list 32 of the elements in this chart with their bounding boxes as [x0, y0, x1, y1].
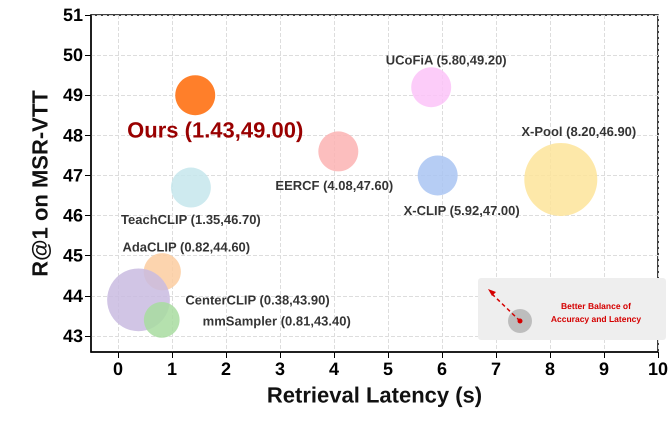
text: AdaCLIP (0.82,44.60)	[122, 239, 250, 254]
text: X-Pool (8.20,46.90)	[521, 124, 636, 139]
text: Ours (1.43,49.00)	[127, 118, 304, 143]
x-tick-label: 4	[328, 359, 340, 379]
x-axis-title: Retrieval Latency (s)	[266, 382, 482, 408]
text: mmSampler (0.81,43.40)	[202, 313, 351, 328]
annotation: Better Balance of Accuracy and Latency	[550, 300, 642, 326]
y-tick-label: 46	[62, 206, 83, 226]
x-tick-label: 10	[648, 359, 668, 379]
text: TeachCLIP (1.35,46.70)	[121, 212, 261, 228]
x-tick-label: 6	[436, 359, 448, 379]
y-tick-label: 48	[62, 125, 83, 146]
x-tick-label: 0	[112, 359, 124, 379]
y-tick-label: 49	[62, 85, 83, 106]
x-tick-label: 1	[166, 359, 178, 379]
x-tick-label: 9	[598, 359, 610, 379]
text: CenterCLIP (0.38,43.90)	[185, 292, 330, 308]
y-tick-label: 50	[62, 45, 83, 66]
x-tick-label: 7	[490, 359, 502, 379]
y-tick-label: 44	[62, 286, 83, 306]
x-tick-label: 2	[220, 359, 232, 379]
x-tick-label: 8	[544, 359, 556, 379]
text: UCoFiA (5.80,49.20)	[386, 52, 507, 68]
y-tick-label: 47	[62, 165, 83, 186]
y-axis-title: R@1 on MSR-VTT	[28, 90, 52, 277]
y-tick-label: 51	[62, 5, 83, 25]
x-tick-label: 3	[274, 359, 286, 379]
x-tick-label: 5	[382, 359, 394, 379]
y-tick-label: 43	[62, 326, 83, 346]
text: EERCF (4.08,47.60)	[275, 178, 394, 193]
y-tick-label: 45	[62, 246, 83, 266]
text: X-CLIP (5.92,47.00)	[404, 202, 520, 218]
